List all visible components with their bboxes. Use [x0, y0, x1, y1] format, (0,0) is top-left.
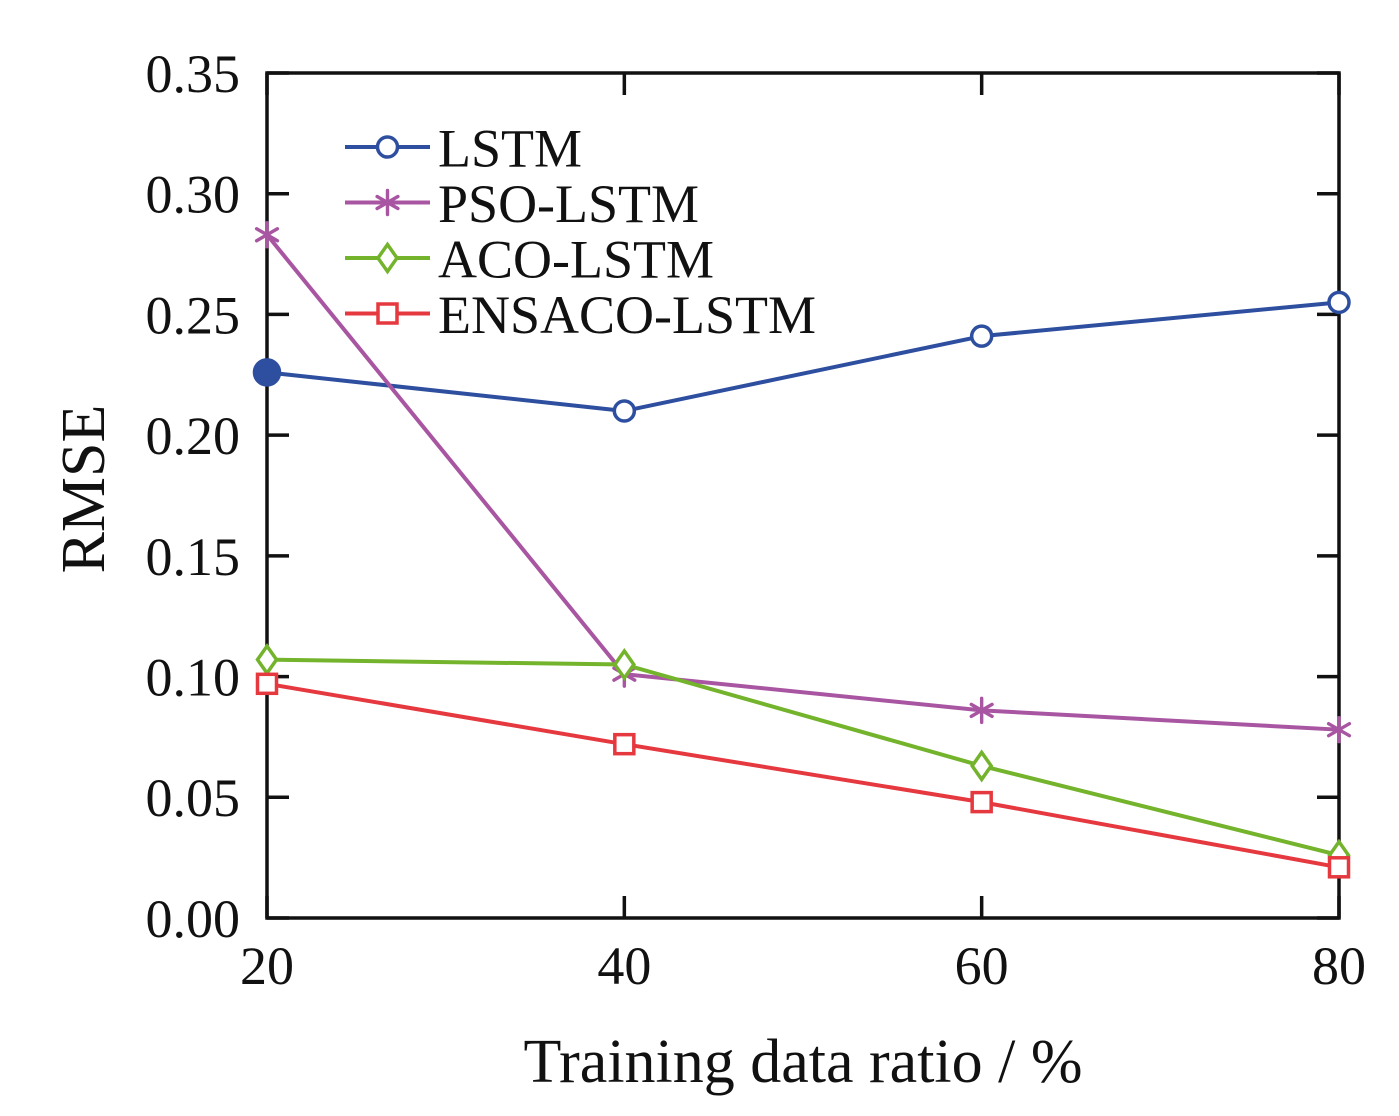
x-axis-title: Training data ratio / % — [523, 1028, 1082, 1096]
legend-label: PSO-LSTM — [438, 174, 699, 234]
y-tick-label: 0.25 — [146, 285, 241, 345]
series-ensaco-lstm — [255, 672, 1351, 879]
y-tick-label: 0.05 — [146, 768, 241, 828]
y-tick-label: 0.35 — [146, 44, 241, 104]
x-tick-label: 60 — [955, 936, 1009, 996]
legend-item-ensaco-lstm: ENSACO-LSTM — [345, 285, 816, 345]
series-lstm-marker-circle — [612, 399, 637, 423]
series-pso-lstm-marker-asterisk — [1326, 715, 1352, 744]
series-pso-lstm-marker-asterisk — [254, 221, 280, 249]
asterisk-spoke — [969, 702, 994, 719]
legend-label: ENSACO-LSTM — [438, 285, 816, 345]
asterisk-spoke — [375, 194, 400, 211]
data-series — [252, 221, 1352, 879]
series-lstm-marker-circle — [1327, 290, 1351, 315]
axis-ticks — [265, 71, 1341, 920]
x-tick-label: 80 — [1312, 936, 1366, 996]
series-pso-lstm — [254, 221, 1352, 744]
series-aco-lstm-marker-diamond — [612, 647, 636, 682]
y-axis-title: RMSE — [50, 405, 118, 574]
series-lstm-marker-circle — [252, 358, 282, 387]
x-tick-label: 40 — [597, 936, 651, 996]
series-aco-lstm-marker-diamond — [970, 749, 994, 783]
series-lstm — [252, 290, 1351, 423]
y-tick-label: 0.20 — [146, 406, 241, 466]
legend-label: LSTM — [438, 118, 582, 178]
axis-tick-labels: 20 40 60 80 0.00 0.05 0.10 0.15 0.20 0.25 0.30 0.35 — [146, 44, 1367, 996]
series-ensaco-lstm-marker-square — [970, 790, 993, 814]
series-lstm-marker-circle — [969, 324, 994, 348]
legend-item-lstm: LSTM — [345, 118, 582, 178]
y-tick-label: 0.00 — [146, 889, 241, 949]
series-line-lstm — [266, 300, 1340, 413]
legend-marker-circle — [375, 135, 400, 159]
legend-item-pso-lstm: PSO-LSTM — [345, 174, 699, 234]
y-tick-label: 0.30 — [146, 165, 241, 225]
asterisk-spoke — [1326, 721, 1352, 738]
y-tick-label: 0.10 — [146, 647, 241, 707]
legend-marker-asterisk — [375, 188, 400, 217]
series-aco-lstm-marker-diamond — [255, 643, 279, 677]
x-tick-label: 20 — [240, 936, 294, 996]
series-line-aco-lstm — [266, 657, 1340, 858]
series-ensaco-lstm-marker-square — [613, 732, 636, 756]
legend-label: ACO-LSTM — [438, 229, 714, 289]
series-aco-lstm — [255, 643, 1351, 872]
legend-marker-diamond — [375, 241, 400, 275]
series-ensaco-lstm-marker-square — [1327, 856, 1351, 879]
legend-item-aco-lstm: ACO-LSTM — [345, 229, 714, 289]
legend-marker-square — [376, 302, 399, 325]
asterisk-spoke — [254, 227, 280, 243]
plot-border — [265, 71, 1341, 920]
series-line-pso-lstm — [265, 233, 1340, 732]
series-ensaco-lstm-marker-square — [255, 672, 279, 696]
y-tick-label: 0.15 — [146, 527, 241, 587]
series-pso-lstm-marker-asterisk — [969, 696, 994, 725]
series-line-ensaco-lstm — [266, 681, 1340, 870]
